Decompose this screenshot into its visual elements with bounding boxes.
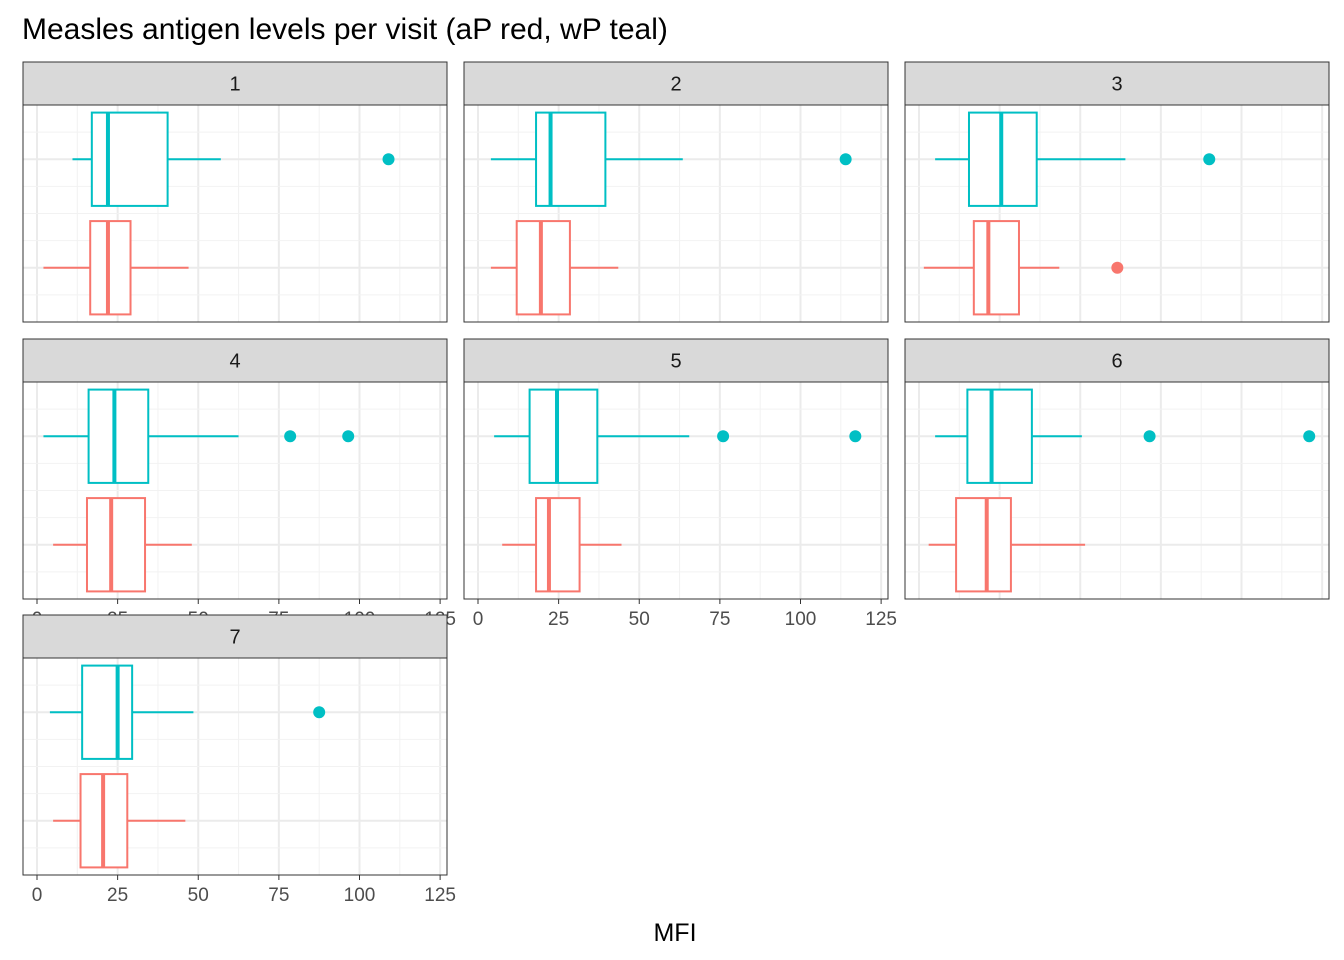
boxplot-aP	[53, 497, 192, 593]
outlier-point	[1203, 153, 1216, 166]
outlier-point	[313, 706, 326, 719]
boxplot-aP	[923, 220, 1124, 316]
box-iqr	[972, 220, 1020, 316]
x-tick-label: 25	[548, 609, 569, 630]
outlier-point	[1143, 430, 1156, 443]
boxplot-wP	[935, 111, 1216, 207]
x-tick-label: 50	[629, 609, 650, 630]
box-iqr	[90, 111, 169, 207]
facet-strip-label: 3	[1111, 74, 1122, 96]
box-iqr	[89, 220, 132, 316]
outlier-point	[1303, 430, 1316, 443]
facet-strip	[463, 338, 889, 383]
facet-strip	[22, 61, 448, 106]
chart-title: Measles antigen levels per visit (aP red…	[22, 13, 668, 46]
facet-panel-4: 40255075100125	[22, 338, 456, 630]
facet-strip	[22, 338, 448, 383]
boxplot-wP	[490, 111, 852, 207]
boxplot-aP	[53, 773, 186, 869]
facet-panel-5: 50 25 50 75 100 125	[463, 338, 897, 630]
facet-strip	[904, 338, 1330, 383]
panel-border	[22, 104, 448, 323]
boxplot-wP	[72, 111, 395, 207]
facet-panel-7: 7 0 25 50 75 100 125	[22, 614, 456, 906]
facet-strip-label: 2	[670, 74, 681, 96]
box-iqr	[528, 388, 599, 484]
panel-border	[22, 381, 448, 600]
facet-panels: 1234025507510012550255075100125670255075…	[22, 61, 1330, 906]
x-tick-label: 125	[865, 609, 897, 630]
panel-border	[463, 104, 889, 323]
boxplot-wP	[494, 388, 862, 484]
facet-strip-label: 4	[229, 351, 240, 373]
box-iqr	[515, 220, 571, 316]
outlier-point	[1111, 261, 1124, 274]
box-iqr	[966, 388, 1033, 484]
outlier-point	[382, 153, 395, 166]
x-axis-title: MFI	[653, 919, 696, 947]
x-tick-label: 0	[32, 885, 43, 906]
x-tick-label: 125	[424, 885, 456, 906]
panel-border	[904, 104, 1330, 323]
boxplot-wP	[43, 388, 355, 484]
facet-panel-2: 2	[463, 61, 889, 323]
boxplot-wP	[49, 664, 326, 760]
facet-panel-1: 1	[22, 61, 448, 323]
x-axis: 0 25 50 75 100 125	[473, 599, 897, 630]
x-tick-label: 0	[473, 609, 484, 630]
boxplot-aP	[502, 497, 622, 593]
facet-strip	[22, 614, 448, 659]
x-tick-label: 75	[268, 885, 289, 906]
x-tick-label: 100	[344, 885, 376, 906]
facet-strip-label: 1	[229, 74, 240, 96]
box-iqr	[535, 111, 607, 207]
boxplot-aP	[928, 497, 1086, 593]
facet-strip	[463, 61, 889, 106]
boxplot-aP	[43, 220, 189, 316]
outlier-point	[839, 153, 852, 166]
box-iqr	[535, 497, 581, 593]
outlier-point	[284, 430, 297, 443]
boxplot-wP	[935, 388, 1316, 484]
x-tick-label: 50	[188, 885, 209, 906]
outlier-point	[342, 430, 355, 443]
x-tick-label: 25	[107, 885, 128, 906]
x-tick-label: 75	[709, 609, 730, 630]
facet-strip	[904, 61, 1330, 106]
box-iqr	[87, 388, 150, 484]
facet-strip-label: 7	[229, 627, 240, 649]
facet-strip-label: 6	[1111, 351, 1122, 373]
boxplot-aP	[490, 220, 619, 316]
outlier-point	[717, 430, 730, 443]
box-iqr	[85, 497, 147, 593]
gridlines	[464, 105, 888, 322]
panel-border	[22, 657, 448, 876]
box-iqr	[81, 664, 134, 760]
box-iqr	[955, 497, 1012, 593]
gridlines	[905, 382, 1329, 599]
x-axis: 0 25 50 75 100 125	[32, 875, 456, 906]
facet-strip-label: 5	[670, 351, 681, 373]
facet-panel-6: 6	[904, 338, 1330, 600]
panel-border	[463, 381, 889, 600]
outlier-point	[849, 430, 862, 443]
panel-border	[904, 381, 1330, 600]
x-tick-label: 100	[785, 609, 817, 630]
facet-panel-3: 3	[904, 61, 1330, 323]
